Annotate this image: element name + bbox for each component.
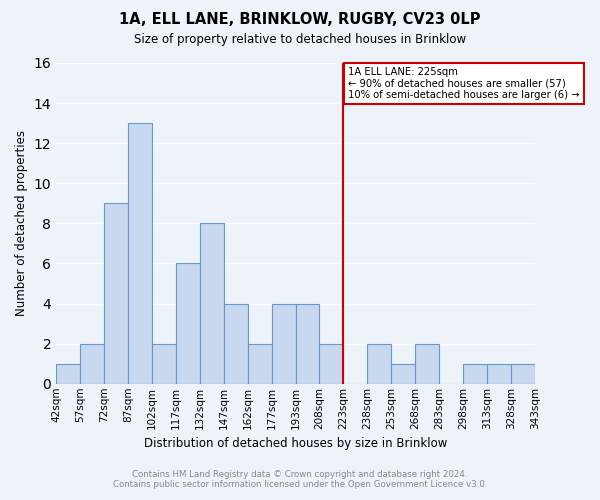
Bar — [248, 344, 272, 384]
Bar — [80, 344, 104, 384]
Bar — [319, 344, 343, 384]
Bar — [367, 344, 391, 384]
Bar — [200, 224, 224, 384]
Bar — [104, 204, 128, 384]
Bar — [391, 364, 415, 384]
Bar — [463, 364, 487, 384]
Bar — [296, 304, 319, 384]
X-axis label: Distribution of detached houses by size in Brinklow: Distribution of detached houses by size … — [144, 437, 447, 450]
Y-axis label: Number of detached properties: Number of detached properties — [15, 130, 28, 316]
Text: Size of property relative to detached houses in Brinklow: Size of property relative to detached ho… — [134, 32, 466, 46]
Bar — [224, 304, 248, 384]
Text: Contains HM Land Registry data © Crown copyright and database right 2024.
Contai: Contains HM Land Registry data © Crown c… — [113, 470, 487, 489]
Bar — [128, 123, 152, 384]
Bar — [415, 344, 439, 384]
Bar — [511, 364, 535, 384]
Bar — [272, 304, 296, 384]
Text: 1A, ELL LANE, BRINKLOW, RUGBY, CV23 0LP: 1A, ELL LANE, BRINKLOW, RUGBY, CV23 0LP — [119, 12, 481, 28]
Bar — [152, 344, 176, 384]
Bar — [487, 364, 511, 384]
Text: 1A ELL LANE: 225sqm
← 90% of detached houses are smaller (57)
10% of semi-detach: 1A ELL LANE: 225sqm ← 90% of detached ho… — [348, 67, 580, 100]
Bar — [176, 264, 200, 384]
Bar — [56, 364, 80, 384]
